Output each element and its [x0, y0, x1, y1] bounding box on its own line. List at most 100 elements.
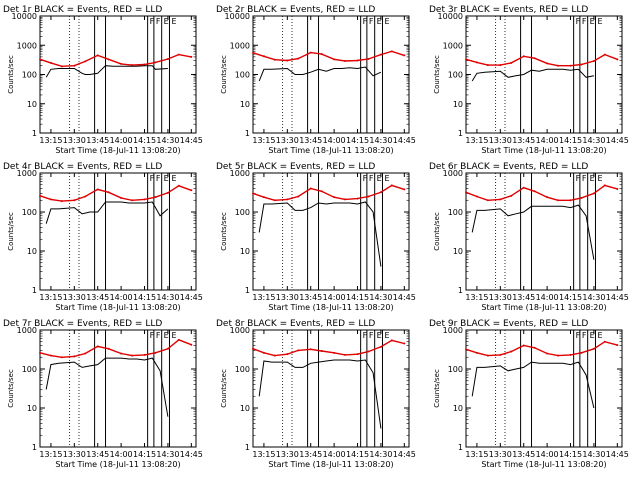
y-tick-label: 10	[240, 247, 250, 256]
panel-title: Det 8r BLACK = Events, RED = LLD	[216, 319, 375, 329]
lld-point	[356, 197, 359, 200]
x-tick-label: 13:45	[299, 293, 322, 302]
lld-point	[510, 194, 513, 197]
flag-marker: F	[363, 174, 368, 183]
y-tick-label: 10	[453, 100, 463, 109]
x-tick-label: 14:00	[536, 293, 559, 302]
lld-point	[262, 351, 265, 354]
x-tick-label: 13:45	[86, 136, 109, 145]
lld-point	[309, 51, 312, 54]
x-tick-label: 13:45	[512, 293, 535, 302]
flag-marker: E	[590, 17, 595, 26]
lld-point	[475, 195, 478, 198]
x-tick-label: 14:45	[393, 136, 416, 145]
lld-point	[403, 188, 406, 191]
lld-series-line	[465, 53, 618, 67]
flag-marker: F	[576, 17, 581, 26]
y-tick-label: 100	[448, 365, 463, 374]
panel-title: Det 7r BLACK = Events, RED = LLD	[3, 319, 162, 329]
flag-marker: E	[384, 331, 389, 340]
x-tick-label: 13:45	[86, 450, 109, 459]
flag-marker: F	[582, 17, 587, 26]
y-tick-label: 10	[453, 247, 463, 256]
plot-frame	[465, 15, 623, 134]
x-tick-label: 13:15	[252, 450, 275, 459]
lld-point	[297, 195, 300, 198]
flag-marker: E	[377, 331, 382, 340]
lld-series-line	[39, 185, 192, 202]
x-tick-label: 13:15	[39, 136, 62, 145]
y-tick-label: 10	[27, 247, 37, 256]
detector-panel-9: Det 9r BLACK = Events, RED = LLD 1 10 100 10…	[429, 319, 629, 469]
x-tick-label: 13:45	[299, 136, 322, 145]
y-tick-label: 1000	[443, 326, 463, 335]
x-tick-label: 14:00	[110, 293, 133, 302]
plot-frame	[252, 329, 410, 448]
x-tick-label: 13:45	[299, 450, 322, 459]
plot-frame	[465, 172, 623, 291]
lld-point	[333, 58, 336, 61]
y-tick-label: 1	[245, 129, 250, 138]
lld-point	[166, 347, 169, 350]
lld-series-line	[252, 50, 405, 62]
lld-point	[510, 61, 513, 64]
flag-marker: F	[150, 174, 155, 183]
events-series-line	[45, 201, 169, 224]
x-tick-label: 13:45	[512, 450, 535, 459]
lld-point	[533, 190, 536, 193]
x-tick-label: 13:30	[276, 450, 299, 459]
flag-marker: E	[164, 331, 169, 340]
events-series-line	[471, 204, 595, 260]
lld-point	[557, 64, 560, 67]
detector-panel-3: Det 3r BLACK = Events, RED = LLD 1 10 100 10…	[429, 5, 629, 155]
lld-point	[379, 345, 382, 348]
x-tick-label: 14:30	[582, 293, 605, 302]
lld-point	[569, 199, 572, 202]
flag-marker: F	[363, 331, 368, 340]
lld-point	[60, 200, 63, 203]
detector-panel-2: Det 2r BLACK = Events, RED = LLD 1 10 100 10…	[216, 5, 416, 155]
events-series-line	[471, 361, 595, 409]
lld-point	[262, 55, 265, 58]
events-series-line	[471, 68, 594, 82]
flag-marker: F	[156, 174, 161, 183]
lld-point	[120, 352, 123, 355]
x-tick-label: 14:15	[346, 450, 369, 459]
lld-point	[131, 354, 134, 357]
lld-point	[616, 344, 619, 347]
x-tick-label: 14:00	[323, 450, 346, 459]
x-tick-label: 14:15	[559, 293, 582, 302]
lld-point	[379, 191, 382, 194]
flag-marker: E	[597, 17, 602, 26]
y-axis-label: Counts/sec	[433, 55, 441, 94]
plot-frame	[39, 329, 197, 448]
y-tick-label: 1	[458, 286, 463, 295]
lld-point	[533, 346, 536, 349]
flag-marker: F	[150, 17, 155, 26]
panel-title: Det 2r BLACK = Events, RED = LLD	[216, 5, 375, 15]
flag-marker: F	[156, 17, 161, 26]
detector-panel-5: Det 5r BLACK = Events, RED = LLD 1 10 100 10…	[216, 162, 416, 312]
x-axis-label: Start Time (18-Jul-11 13:08:20)	[55, 460, 180, 469]
lld-point	[73, 64, 76, 67]
lld-point	[73, 355, 76, 358]
lld-point	[344, 198, 347, 201]
lld-point	[616, 187, 619, 190]
lld-point	[390, 184, 393, 187]
flag-marker: E	[384, 174, 389, 183]
x-tick-label: 13:45	[512, 136, 535, 145]
lld-point	[177, 53, 180, 56]
lld-point	[49, 354, 52, 357]
lld-point	[333, 196, 336, 199]
y-tick-label: 10	[27, 404, 37, 413]
lld-point	[73, 199, 76, 202]
x-tick-label: 14:45	[393, 450, 416, 459]
lld-point	[546, 352, 549, 355]
y-tick-label: 100	[235, 71, 250, 80]
lld-point	[557, 199, 560, 202]
y-axis-label: Counts/sec	[220, 55, 228, 94]
lld-point	[603, 53, 606, 56]
y-tick-label: 10000	[438, 12, 463, 21]
flag-marker: F	[150, 331, 155, 340]
lld-point	[486, 64, 489, 67]
